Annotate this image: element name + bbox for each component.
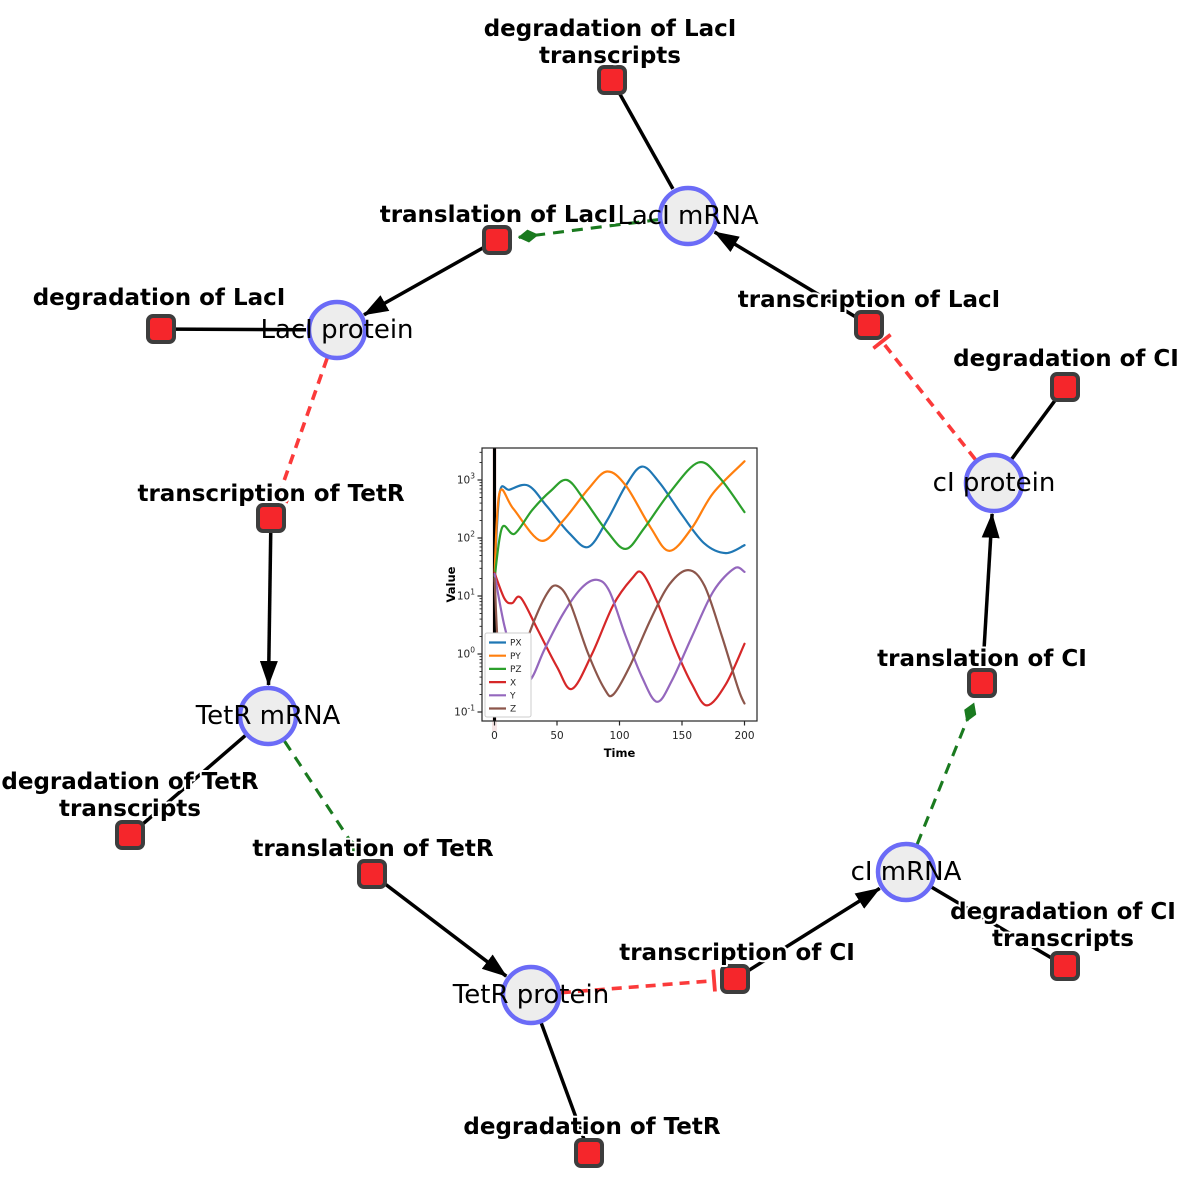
reaction-node-transcription_ci[interactable] <box>720 964 750 994</box>
reaction-label-translation_tetr: translation of TetR <box>252 836 493 862</box>
edge-translation_tetr-to-tetr_protein-production <box>378 878 508 978</box>
edge-transcription_ci-to-ci_mrna-production <box>742 886 881 976</box>
species-node-tetr_mrna[interactable] <box>237 685 299 747</box>
chart-axes-frame <box>481 447 758 722</box>
reaction-label-deg_tetr: degradation of TetR <box>463 1114 720 1140</box>
edge-deg_laci_tx-to-laci_mrna-plain <box>615 87 675 190</box>
inset-time-series-chart: 0 50 100 150 20010-1100101102103TimeValuePXP… <box>431 416 781 768</box>
chart-xlabel: Time <box>604 746 636 760</box>
svg-text:100: 100 <box>609 730 629 742</box>
reaction-node-deg_tetr_tx[interactable] <box>115 820 145 850</box>
edge-ci_mrna-to-translation_ci-activation <box>915 702 977 845</box>
chart-legend: PX PY PZ XYZ <box>484 632 532 718</box>
reaction-node-translation_tetr[interactable] <box>357 859 387 889</box>
edges-layer <box>137 87 1060 1143</box>
reaction-label-transcription_tetr: transcription of TetR <box>137 481 404 507</box>
svg-text:PX: PX <box>510 639 522 649</box>
svg-text:Y: Y <box>509 692 516 702</box>
svg-text:X: X <box>510 678 516 688</box>
species-node-laci_protein[interactable] <box>306 299 368 361</box>
reaction-label-deg_tetr_tx: degradation of TetR transcripts <box>1 769 258 822</box>
edge-tetr_mrna-to-translation_tetr-activation <box>283 740 362 857</box>
reaction-label-transcription_laci: transcription of LacI <box>738 287 1001 313</box>
svg-text:150: 150 <box>672 730 692 742</box>
species-node-laci_mrna[interactable] <box>657 185 719 247</box>
reaction-node-deg_tetr[interactable] <box>574 1138 604 1168</box>
svg-text:PY: PY <box>510 652 521 662</box>
species-label-tetr_protein: TetR protein <box>452 980 609 1010</box>
species-label-laci_mrna: LacI mRNA <box>617 201 758 231</box>
species-node-ci_mrna[interactable] <box>875 841 937 903</box>
edge-transcription_tetr-to-tetr_mrna-production <box>259 527 278 686</box>
reaction-node-translation_ci[interactable] <box>967 668 997 698</box>
reaction-label-translation_ci: translation of CI <box>877 646 1087 672</box>
svg-text:200: 200 <box>734 730 754 742</box>
edge-translation_ci-to-ci_protein-production <box>980 512 1000 674</box>
edge-ci_protein-to-transcription_laci-inhibition <box>881 341 977 461</box>
reaction-node-transcription_tetr[interactable] <box>256 503 286 533</box>
reaction-node-translation_laci[interactable] <box>482 225 512 255</box>
reaction-label-deg_laci: degradation of LacI <box>33 285 286 311</box>
reaction-node-deg_ci[interactable] <box>1050 372 1080 402</box>
reaction-label-deg_ci: degradation of CI <box>953 346 1179 372</box>
series-line-PZ <box>493 461 746 580</box>
reaction-node-deg_ci_tx[interactable] <box>1050 951 1080 981</box>
edge-ci_protein-to-deg_ci-plain <box>1010 395 1060 460</box>
edge-tetr_protein-to-deg_tetr-plain <box>539 1022 587 1143</box>
edge-laci_protein-to-transcription_tetr-inhibition <box>278 357 329 499</box>
svg-text:PZ: PZ <box>510 665 522 675</box>
species-label-tetr_mrna: TetR mRNA <box>195 701 341 731</box>
reaction-label-deg_laci_tx: degradation of LacI transcripts <box>484 16 737 69</box>
edge-tetr_mrna-to-deg_tetr_tx-plain <box>137 734 247 829</box>
species-node-ci_protein[interactable] <box>963 452 1025 514</box>
series-line-PY <box>493 460 746 578</box>
series-line-X <box>493 570 746 707</box>
edge-laci_mrna-to-translation_laci-activation <box>517 218 659 243</box>
chart-background <box>431 416 781 768</box>
svg-text:Z: Z <box>510 705 516 715</box>
species-node-tetr_protein[interactable] <box>500 964 562 1026</box>
edge-ci_mrna-to-deg_ci_tx-plain <box>930 885 1056 962</box>
reaction-label-deg_ci_tx: degradation of CI transcripts <box>950 899 1176 952</box>
reaction-node-deg_laci_tx[interactable] <box>597 65 627 95</box>
reaction-node-deg_laci[interactable] <box>146 314 176 344</box>
edge-deg_laci-to-laci_protein-plain <box>170 327 307 332</box>
labels-layer: degradation of LacI transcripts translatio… <box>0 14 1181 1142</box>
species-label-ci_protein: cI protein <box>933 468 1056 498</box>
reaction-node-transcription_laci[interactable] <box>854 310 884 340</box>
chart-ylabel: Value <box>444 566 458 602</box>
species-label-laci_protein: LacI protein <box>260 315 413 345</box>
edge-translation_laci-to-laci_protein-production <box>363 243 490 317</box>
species-label-ci_mrna: cI mRNA <box>851 857 962 887</box>
svg-text:0: 0 <box>491 730 498 742</box>
series-line-PX <box>493 465 746 583</box>
edge-tetr_protein-to-transcription_ci-inhibition <box>560 981 715 995</box>
svg-text:50: 50 <box>550 730 563 742</box>
edge-transcription_laci-to-laci_mrna-production <box>713 230 862 322</box>
nodes-layer <box>115 65 1080 1168</box>
reaction-label-transcription_ci: transcription of CI <box>619 940 855 966</box>
reaction-label-translation_laci: translation of LacI <box>380 202 617 228</box>
